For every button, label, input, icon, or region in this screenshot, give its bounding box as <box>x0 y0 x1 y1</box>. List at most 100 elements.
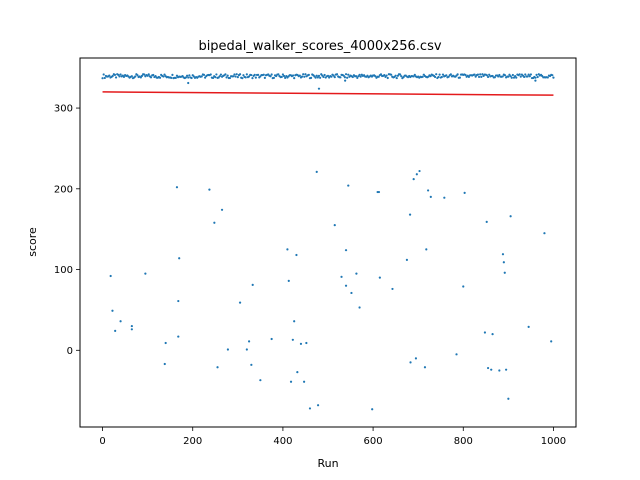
data-point <box>254 76 257 79</box>
data-point <box>501 75 504 78</box>
data-point <box>245 348 248 351</box>
data-point <box>458 76 461 79</box>
data-point <box>476 73 480 76</box>
data-point <box>344 79 347 82</box>
data-point <box>296 370 299 374</box>
data-point <box>486 366 490 370</box>
data-point <box>174 76 177 79</box>
data-point <box>291 74 295 77</box>
y-tick-label: 0 <box>67 346 73 357</box>
data-point <box>275 74 278 78</box>
data-point <box>216 366 219 369</box>
data-point <box>200 75 203 78</box>
data-point <box>429 195 432 198</box>
data-point <box>467 75 471 78</box>
x-tick-label: 400 <box>273 436 292 447</box>
data-point <box>512 76 516 79</box>
data-point <box>202 73 206 76</box>
data-point <box>552 76 555 79</box>
data-point <box>498 73 501 77</box>
x-axis: 0 200 400 600 800 1000 <box>99 427 566 447</box>
data-point <box>335 73 339 76</box>
data-point <box>119 73 122 76</box>
data-point <box>330 75 333 78</box>
data-point <box>485 220 488 224</box>
data-point <box>546 76 549 79</box>
data-point <box>316 404 320 407</box>
data-point <box>111 309 114 312</box>
data-point <box>175 186 179 189</box>
data-point <box>447 75 450 78</box>
data-point <box>509 75 512 78</box>
data-point <box>344 284 348 287</box>
data-point <box>272 76 275 79</box>
data-point <box>551 74 554 77</box>
data-point <box>507 75 510 78</box>
data-point <box>282 74 286 78</box>
data-point <box>377 75 380 78</box>
data-point <box>184 76 188 79</box>
data-point <box>347 73 350 76</box>
data-point <box>333 76 336 79</box>
data-point <box>464 73 467 77</box>
data-point <box>298 74 301 77</box>
data-point <box>347 184 350 187</box>
data-point <box>440 75 443 79</box>
data-point <box>226 348 229 351</box>
y-axis: 0 100 200 300 <box>54 104 80 357</box>
data-point <box>524 73 527 76</box>
data-point <box>303 380 306 383</box>
data-point <box>224 73 227 76</box>
data-point <box>139 76 142 79</box>
x-tick-label: 0 <box>99 436 105 447</box>
data-point <box>308 407 312 410</box>
data-point <box>485 74 489 77</box>
data-point <box>474 75 477 78</box>
data-point <box>170 76 173 79</box>
data-point <box>286 248 289 251</box>
data-point <box>244 76 247 79</box>
data-point <box>235 73 238 76</box>
data-point <box>488 73 491 76</box>
data-point <box>526 75 529 78</box>
data-point <box>423 366 427 369</box>
data-point <box>303 75 306 78</box>
data-point <box>241 77 244 80</box>
data-point <box>218 75 221 78</box>
data-point <box>233 73 236 76</box>
data-point <box>409 361 412 364</box>
data-point <box>486 75 490 79</box>
data-point <box>234 75 237 78</box>
data-point <box>101 77 104 80</box>
data-point <box>378 276 381 279</box>
data-point <box>507 397 510 400</box>
data-point <box>280 75 283 78</box>
x-tick-label: 800 <box>454 436 473 447</box>
data-point <box>269 75 272 78</box>
data-point <box>326 74 330 77</box>
data-point <box>319 76 322 79</box>
data-point <box>187 81 190 85</box>
x-tick-label: 1000 <box>541 436 566 447</box>
data-point <box>315 170 318 173</box>
data-point <box>225 76 228 79</box>
data-point <box>438 73 441 76</box>
data-point <box>140 74 144 77</box>
data-point <box>455 353 458 356</box>
data-point <box>263 76 266 79</box>
data-point <box>253 73 256 76</box>
data-point <box>108 74 111 77</box>
data-point <box>305 341 308 345</box>
data-point <box>491 333 494 336</box>
data-point <box>215 73 218 76</box>
data-point <box>114 329 117 333</box>
data-point <box>332 74 335 77</box>
data-point <box>257 73 260 76</box>
data-point <box>209 73 212 76</box>
x-tick-label: 600 <box>364 436 383 447</box>
data-point <box>109 274 112 278</box>
data-point <box>238 301 242 304</box>
data-point <box>400 75 403 78</box>
data-point <box>390 73 393 76</box>
